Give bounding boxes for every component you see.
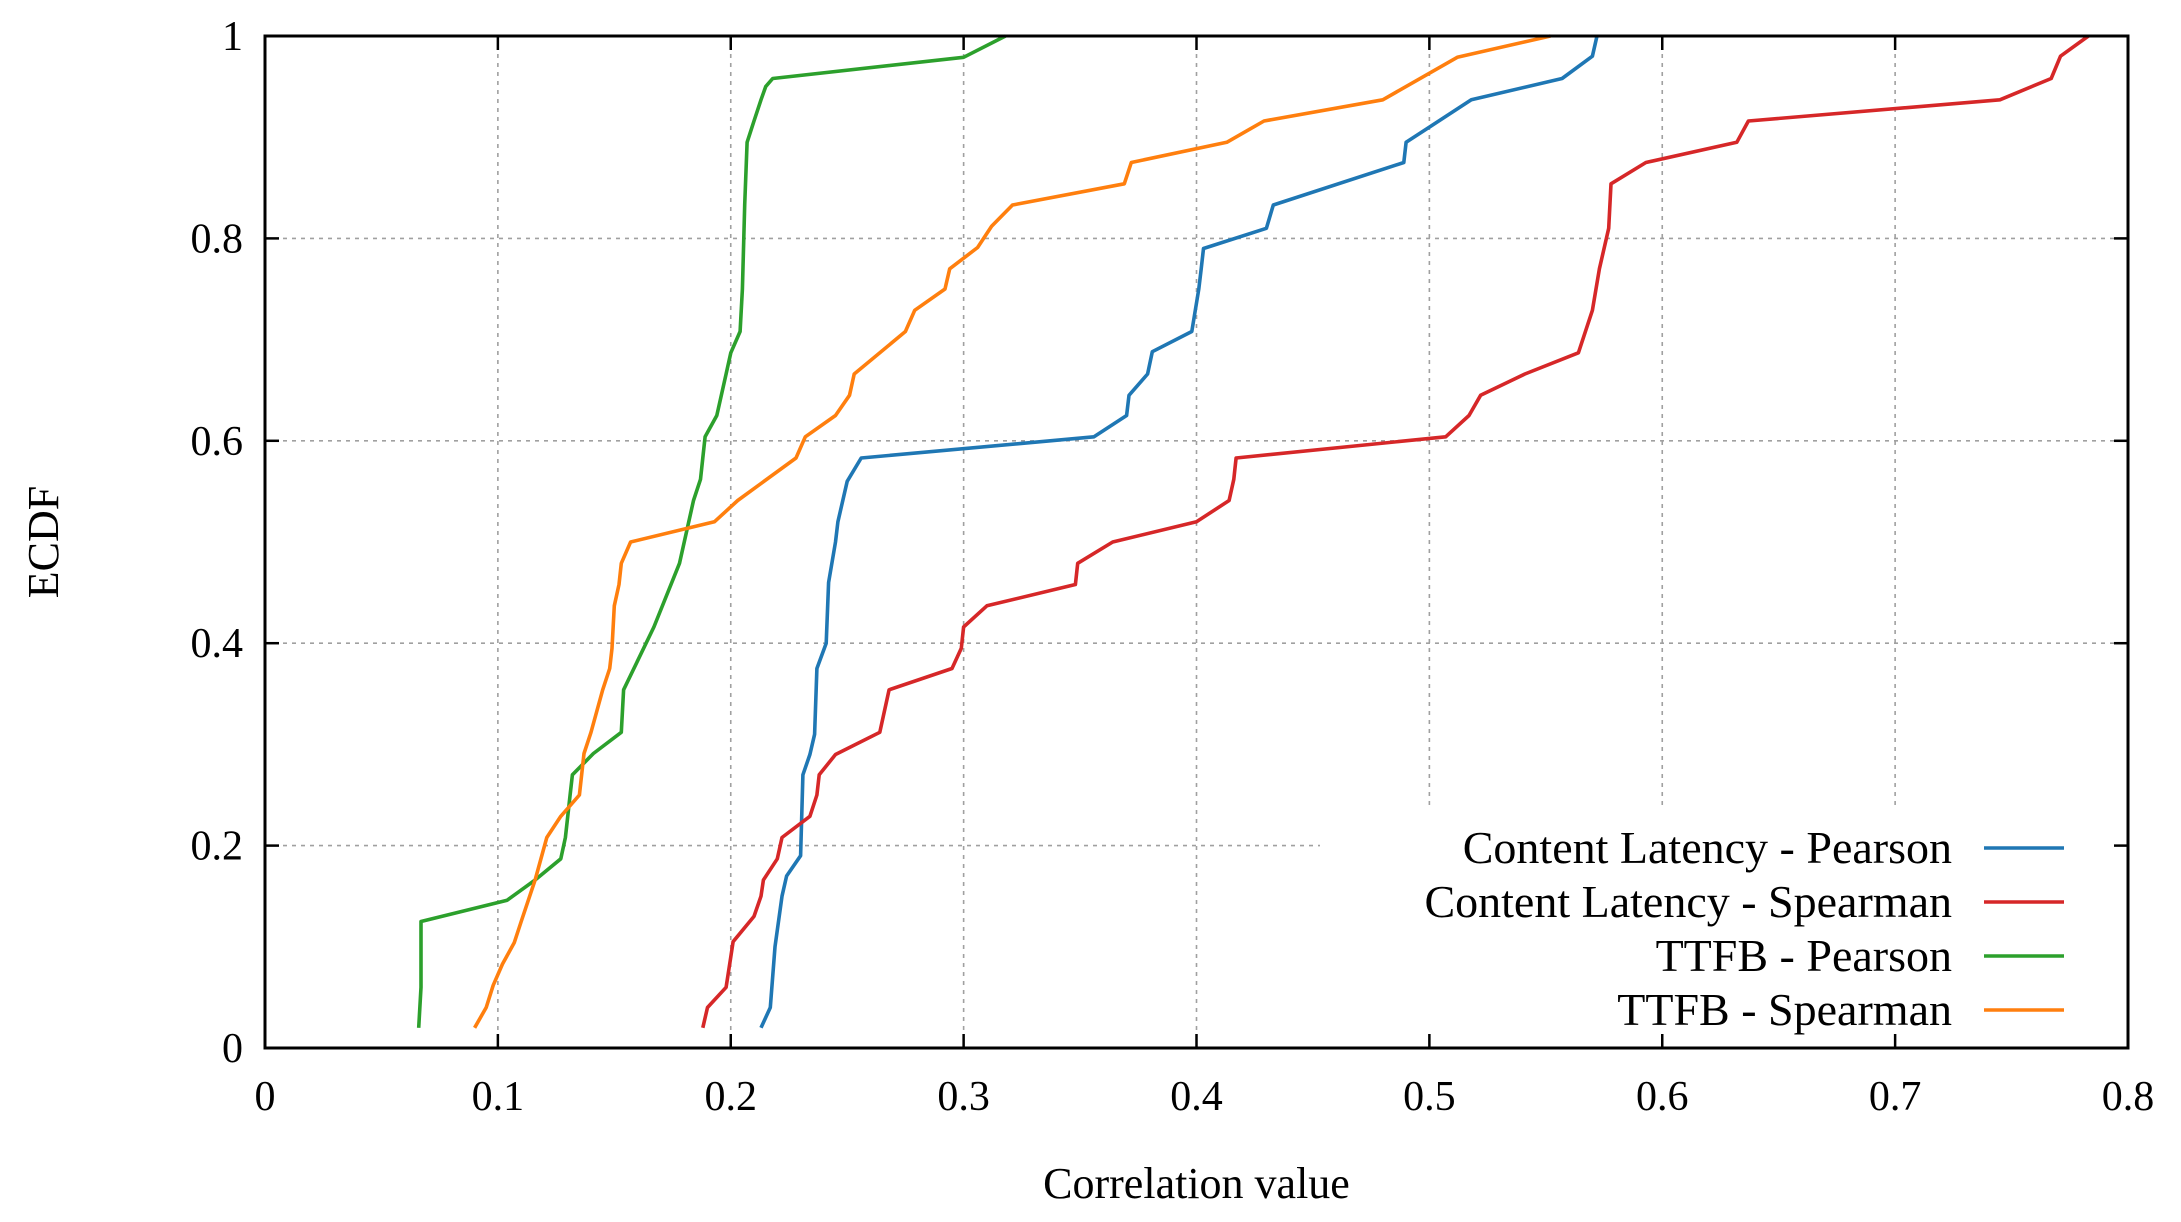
y-tick-label: 0.4 [191, 621, 244, 667]
x-tick-label: 0.1 [472, 1074, 525, 1120]
grid [265, 36, 2128, 1048]
y-tick-label: 0.8 [191, 216, 244, 262]
x-axis-title: Correlation value [1043, 1159, 1350, 1208]
legend-label-0: Content Latency - Pearson [1463, 822, 1952, 873]
series-lines [416, 34, 2090, 1029]
series-line-0 [759, 35, 1599, 1029]
x-tick-label: 0 [255, 1074, 276, 1120]
x-tick-label: 0.8 [2102, 1074, 2155, 1120]
axis-ticks [263, 34, 2130, 1050]
x-tick-label: 0.2 [705, 1074, 758, 1120]
series-line-3 [473, 34, 1551, 1029]
y-tick-label: 0 [222, 1026, 243, 1072]
legend-label-2: TTFB - Pearson [1656, 930, 1952, 981]
x-tick-label: 0.5 [1403, 1074, 1456, 1120]
x-tick-label: 0.4 [1170, 1074, 1223, 1120]
series-line-1 [701, 34, 2090, 1029]
x-tick-label: 0.7 [1869, 1074, 1922, 1120]
y-tick-label: 0.2 [191, 824, 244, 870]
x-tick-label: 0.6 [1636, 1074, 1689, 1120]
legend-label-1: Content Latency - Spearman [1424, 876, 1952, 927]
y-tick-label: 1 [222, 14, 243, 60]
y-tick-label: 0.6 [191, 419, 244, 465]
x-tick-label: 0.3 [937, 1074, 990, 1120]
x-tick-labels: 0 0.1 0.2 0.3 0.4 0.5 0.6 0.7 0.8 [255, 1074, 2155, 1120]
legend-label-3: TTFB - Spearman [1617, 984, 1952, 1035]
y-axis-title: ECDF [19, 486, 68, 598]
y-tick-labels: 0 0.2 0.4 0.6 0.8 1 [191, 14, 244, 1072]
series-line-2 [416, 34, 1007, 1028]
